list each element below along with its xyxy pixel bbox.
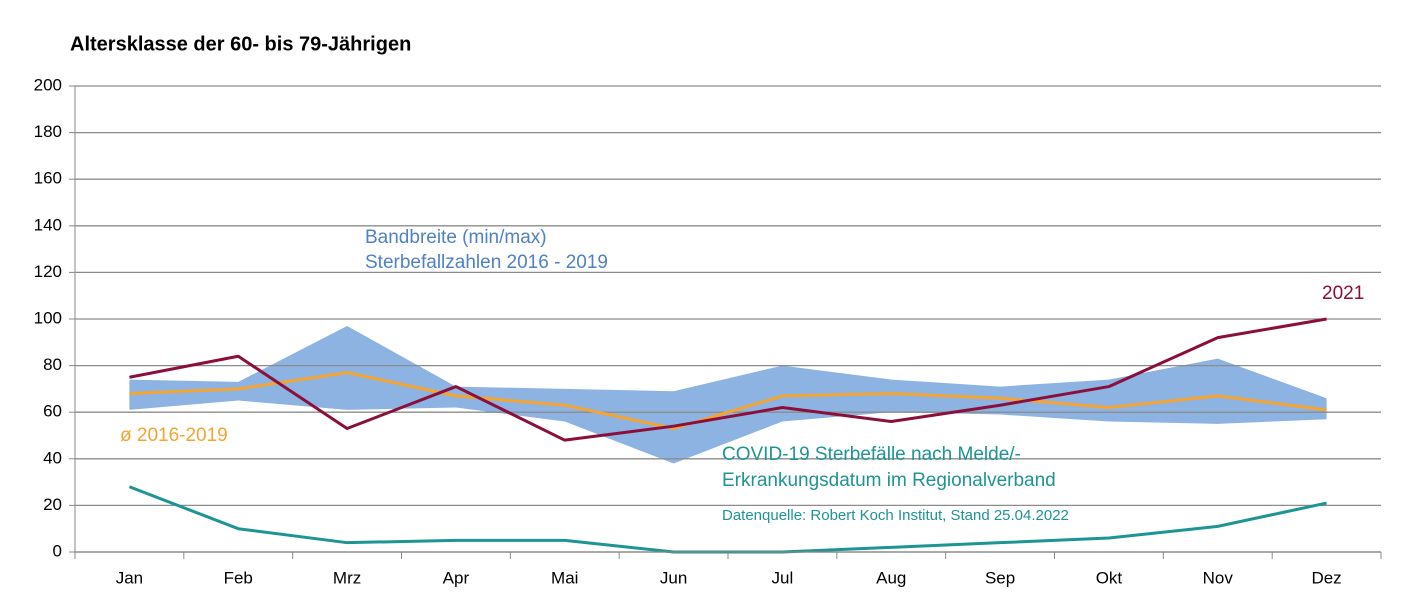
y-tick-label: 140 (34, 215, 62, 234)
annotation: Sterbefallzahlen 2016 - 2019 (365, 252, 608, 273)
band-area (129, 325, 1327, 464)
x-tick-label: Sep (985, 568, 1015, 587)
chart-title: Altersklasse der 60- bis 79-Jährigen (70, 33, 411, 55)
x-tick-label: Jul (772, 568, 794, 587)
x-tick-label: Jan (116, 568, 143, 587)
series-line (129, 371, 1327, 431)
y-tick-label: 160 (34, 169, 62, 188)
x-tick-label: Okt (1096, 568, 1123, 587)
series-line (129, 317, 1327, 442)
y-tick-label: 200 (34, 75, 62, 94)
y-tick-label: 180 (34, 122, 62, 141)
y-tick-label: 60 (43, 402, 62, 421)
y-tick-label: 100 (34, 308, 62, 327)
x-tick-label: Aug (876, 568, 906, 587)
x-tick-label: Mai (551, 568, 578, 587)
y-tick-label: 0 (53, 541, 62, 560)
x-tick-label: Apr (443, 568, 470, 587)
x-tick-label: Jun (660, 568, 687, 587)
series-label: 2021 (1322, 283, 1364, 304)
x-tick-label: Nov (1203, 568, 1234, 587)
y-tick-label: 80 (43, 355, 62, 374)
y-tick-label: 40 (43, 448, 62, 467)
y-tick-label: 120 (34, 262, 62, 281)
x-tick-label: Mrz (333, 568, 361, 587)
x-tick-label: Dez (1311, 568, 1341, 587)
y-tick-label: 20 (43, 495, 62, 514)
annotation: Datenquelle: Robert Koch Institut, Stand… (722, 507, 1069, 524)
annotation: COVID-19 Sterbefälle nach Melde/- (722, 444, 1021, 465)
x-tick-label: Feb (224, 568, 253, 587)
annotation: Bandbreite (min/max) (365, 227, 547, 248)
series-label: ø 2016-2019 (120, 425, 228, 446)
annotation: Erkrankungsdatum im Regionalverband (722, 470, 1056, 491)
